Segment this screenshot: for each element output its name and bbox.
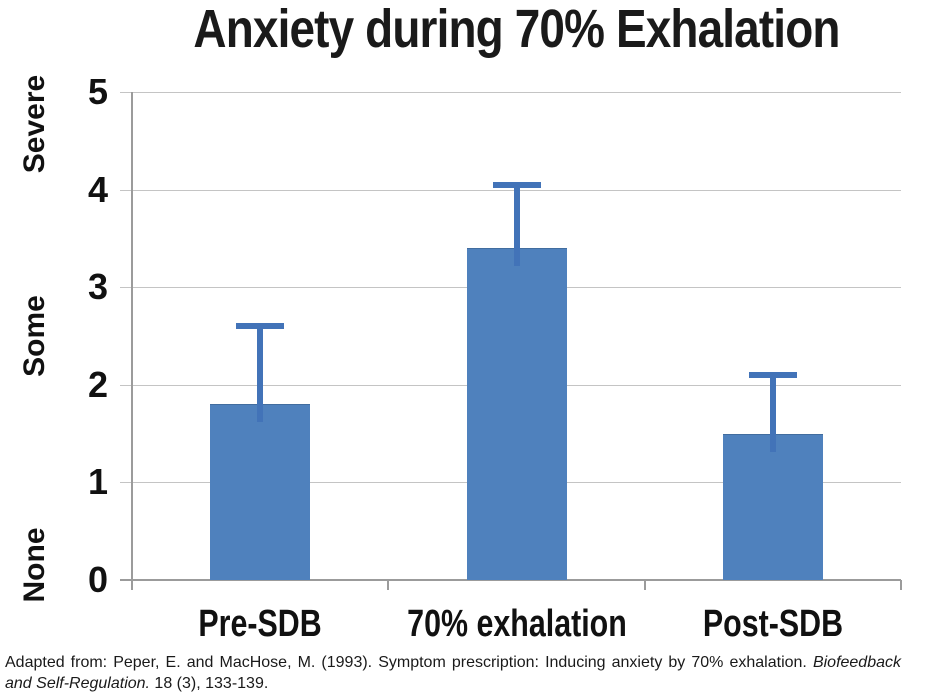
category-label: 70% exhalation xyxy=(406,603,627,645)
y-tick-label: 0 xyxy=(87,559,108,600)
bar xyxy=(466,248,567,580)
error-bar-cap xyxy=(236,323,285,330)
error-bar-cap xyxy=(748,372,797,379)
error-bar-cap xyxy=(492,181,541,188)
citation-journal-end: and Self-Regulation. xyxy=(5,675,150,692)
y-tick-label: 2 xyxy=(87,363,108,405)
citation-issue: 18 (3), 133-139. xyxy=(149,675,269,692)
error-bar-stem xyxy=(769,375,776,452)
y-axis-line xyxy=(131,92,133,590)
y-tick-label: 5 xyxy=(87,71,108,112)
zone-label: Some xyxy=(18,295,51,377)
y-tick-label: 4 xyxy=(87,168,108,210)
y-tick-label: 1 xyxy=(87,461,108,503)
error-bar-stem xyxy=(513,184,520,267)
x-axis-tick xyxy=(900,580,902,590)
zone-label: Severe xyxy=(18,74,51,174)
x-axis-line xyxy=(120,579,901,581)
gridline xyxy=(120,92,901,93)
bar xyxy=(722,433,823,580)
citation-line-1: Adapted from: Peper, E. and MacHose, M. … xyxy=(5,652,901,673)
citation-line-2: and Self-Regulation. 18 (3), 133-139. xyxy=(5,673,941,694)
x-axis-tick xyxy=(643,580,646,590)
citation-text: Adapted from: Peper, E. and MacHose, M. … xyxy=(5,654,813,671)
category-label: Post-SDB xyxy=(702,603,843,645)
chart-title: Anxiety during 70% Exhalation xyxy=(193,0,840,59)
x-axis-tick xyxy=(131,580,133,590)
gridline xyxy=(120,189,901,191)
error-bar-stem xyxy=(257,326,264,423)
citation: Adapted from: Peper, E. and MacHose, M. … xyxy=(5,652,941,694)
bar xyxy=(210,404,311,580)
zone-label: None xyxy=(18,527,51,603)
category-label: Pre-SDB xyxy=(198,603,322,645)
y-tick-label: 3 xyxy=(87,266,108,308)
citation-journal-start: Biofeedback xyxy=(812,654,901,671)
x-axis-tick xyxy=(387,580,390,590)
